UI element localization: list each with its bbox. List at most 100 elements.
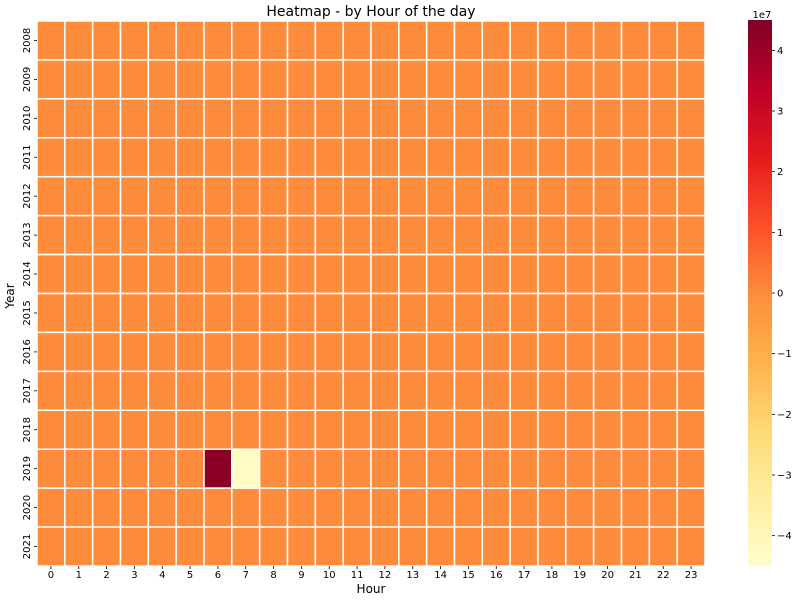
x-tick-label: 20 xyxy=(601,570,614,581)
heatmap-cell xyxy=(258,253,289,295)
heatmap-cell xyxy=(342,370,372,412)
heatmap-cell xyxy=(565,409,595,450)
heatmap-cell xyxy=(147,448,177,489)
heatmap-cell xyxy=(91,253,122,295)
heatmap-cell xyxy=(314,137,344,178)
heatmap-cell xyxy=(565,253,595,295)
heatmap-cell xyxy=(537,98,567,139)
heatmap-cell xyxy=(398,331,428,373)
heatmap-cell xyxy=(453,331,484,373)
heatmap-cell xyxy=(314,448,344,489)
heatmap-cell xyxy=(258,331,289,373)
heatmap-cell xyxy=(203,526,233,567)
heatmap-cell xyxy=(537,331,567,373)
heatmap-cell xyxy=(36,448,66,489)
heatmap-cell xyxy=(231,20,261,61)
heatmap-cell xyxy=(537,175,567,217)
heatmap-cell xyxy=(36,59,66,100)
heatmap-cell xyxy=(370,331,400,373)
heatmap-cell xyxy=(481,448,511,489)
heatmap-cell xyxy=(565,20,595,61)
heatmap-cell xyxy=(36,98,66,139)
heatmap-cell xyxy=(203,370,233,412)
heatmap-cell xyxy=(119,331,150,373)
heatmap-cell xyxy=(481,487,511,528)
heatmap-cell xyxy=(64,98,94,139)
heatmap-cell xyxy=(592,253,623,295)
heatmap-cell xyxy=(592,331,623,373)
heatmap-cell xyxy=(565,175,595,217)
heatmap-cell xyxy=(36,137,66,178)
heatmap-cell xyxy=(592,487,623,528)
heatmap-cell xyxy=(147,409,177,450)
heatmap-cell xyxy=(119,20,150,61)
heatmap-cell xyxy=(175,487,205,528)
heatmap-cell xyxy=(314,214,344,256)
heatmap-cell xyxy=(370,292,400,334)
heatmap-cell xyxy=(342,292,372,334)
heatmap-cell xyxy=(314,20,344,61)
heatmap-cell xyxy=(676,137,706,178)
heatmap-cell xyxy=(537,253,567,295)
y-tick-label: 2015 xyxy=(22,300,33,325)
heatmap-cell xyxy=(175,137,205,178)
heatmap-cell xyxy=(676,370,706,412)
heatmap-cell xyxy=(175,448,205,489)
heatmap-cell xyxy=(592,526,623,567)
heatmap-cell xyxy=(258,137,289,178)
colorbar-ticks: 4 3 2 1 0 −1 −2 −3 −4 xyxy=(772,46,792,542)
heatmap-cell xyxy=(91,98,122,139)
heatmap-cell xyxy=(64,175,94,217)
heatmap-cell xyxy=(481,370,511,412)
colorbar-tick-label: 4 xyxy=(777,46,783,57)
y-tick-label: 2013 xyxy=(22,222,33,247)
heatmap-cell xyxy=(64,370,94,412)
heatmap-cell xyxy=(147,292,177,334)
heatmap-cell xyxy=(203,20,233,61)
heatmap-cell xyxy=(370,253,400,295)
x-tick-label: 14 xyxy=(434,570,447,581)
heatmap-cell xyxy=(398,409,428,450)
heatmap-cell xyxy=(565,448,595,489)
heatmap-cell xyxy=(147,214,177,256)
heatmap-cell xyxy=(537,448,567,489)
heatmap-cell xyxy=(91,292,122,334)
y-tick-label: 2017 xyxy=(22,378,33,403)
heatmap-cell xyxy=(231,214,261,256)
heatmap-cell xyxy=(286,20,317,61)
heatmap-cell xyxy=(203,487,233,528)
y-axis-ticks: 2008 2009 2010 2011 2012 2013 2014 2015 2016 2017… xyxy=(22,28,37,559)
y-tick-label: 2009 xyxy=(22,67,33,92)
heatmap-cell xyxy=(453,214,484,256)
heatmap-cell xyxy=(119,175,150,217)
heatmap-cell xyxy=(509,253,539,295)
heatmap-cell xyxy=(648,331,678,373)
heatmap-cell xyxy=(565,137,595,178)
heatmap-cell xyxy=(453,137,484,178)
heatmap-cell xyxy=(425,59,456,100)
heatmap-cell xyxy=(286,253,317,295)
heatmap-cell xyxy=(36,370,66,412)
heatmap-cell xyxy=(231,253,261,295)
heatmap-cell xyxy=(175,175,205,217)
colorbar-tick-label: −1 xyxy=(777,349,792,360)
heatmap-cell xyxy=(231,292,261,334)
heatmap-cell xyxy=(64,487,94,528)
heatmap-cell xyxy=(36,214,66,256)
heatmap-cell xyxy=(119,98,150,139)
heatmap-cell xyxy=(342,487,372,528)
heatmap-cell xyxy=(509,448,539,489)
heatmap-cell xyxy=(425,98,456,139)
heatmap-cell xyxy=(592,137,623,178)
heatmap-cell xyxy=(36,526,66,567)
heatmap-cell xyxy=(425,448,456,489)
y-tick-label: 2011 xyxy=(22,145,33,170)
heatmap-cell xyxy=(425,409,456,450)
heatmap-cell xyxy=(592,448,623,489)
heatmap-cell xyxy=(342,20,372,61)
heatmap-cell xyxy=(453,175,484,217)
x-tick-label: 16 xyxy=(490,570,503,581)
heatmap-cell xyxy=(64,526,94,567)
chart-title: Heatmap - by Hour of the day xyxy=(266,4,475,20)
